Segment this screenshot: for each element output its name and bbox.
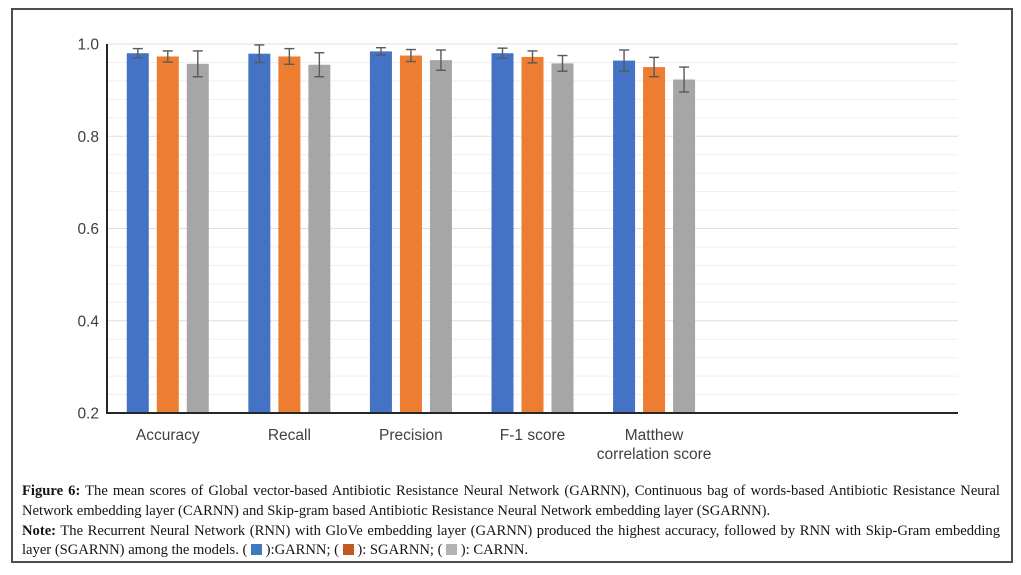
x-axis-category-label: Recall xyxy=(268,427,311,444)
bar-garnn-1 xyxy=(248,53,271,413)
caption-legend-item: ( ):GARNN; xyxy=(238,542,331,559)
bar-garnn-0 xyxy=(126,53,149,413)
figure-text: The mean scores of Global vector-based A… xyxy=(22,483,1000,519)
bar-carnn-4 xyxy=(673,79,696,414)
legend-swatch-icon xyxy=(446,544,458,556)
caption-legend-item: ( ): SGARNN; xyxy=(330,542,434,559)
bar-chart: 0.2 0.4 0.6 0.8 1.0 Accuracy Recall Precision F-… xyxy=(13,10,1011,482)
legend-swatch-icon xyxy=(251,544,263,556)
bar-carnn-2 xyxy=(429,60,452,414)
figure-label: Figure 6: xyxy=(22,483,81,499)
bar-carnn-3 xyxy=(551,63,574,414)
y-axis-tick-label: 0.8 xyxy=(77,129,99,146)
y-axis-tick-label: 1.0 xyxy=(77,37,99,54)
bar-garnn-2 xyxy=(369,51,392,413)
y-axis-tick-label: 0.2 xyxy=(77,406,99,423)
figure-caption: Figure 6: The mean scores of Global vect… xyxy=(22,482,1000,561)
bar-sgarnn-4 xyxy=(643,67,666,413)
bar-sgarnn-0 xyxy=(156,56,179,414)
x-axis-category-label: Matthew correlation score xyxy=(597,427,712,463)
figure-panel: 0.2 0.4 0.6 0.8 1.0 Accuracy Recall Precision F-… xyxy=(11,8,1013,563)
caption-legend: ( ):GARNN; ( ): SGARNN; ( ): CARNN. xyxy=(239,542,528,558)
bar-garnn-3 xyxy=(491,53,514,413)
caption-legend-item: ( ): CARNN. xyxy=(433,542,529,559)
bar-carnn-0 xyxy=(186,63,209,414)
bar-sgarnn-1 xyxy=(278,56,301,414)
caption-figure-paragraph: Figure 6: The mean scores of Global vect… xyxy=(22,482,1000,522)
x-axis-category-label: Precision xyxy=(379,427,443,444)
note-text: The Recurrent Neural Network (RNN) with … xyxy=(22,522,1000,559)
note-label: Note: xyxy=(22,522,57,539)
y-axis-tick-label: 0.6 xyxy=(77,221,99,238)
caption-note-paragraph: Note: The Recurrent Neural Network (RNN)… xyxy=(22,522,1000,562)
y-axis-tick-label: 0.4 xyxy=(77,313,99,330)
bar-carnn-1 xyxy=(308,64,331,413)
bar-chart-canvas: 0.2 0.4 0.6 0.8 1.0 Accuracy Recall Precision F-… xyxy=(77,37,958,463)
bar-garnn-4 xyxy=(613,60,636,413)
legend-swatch-icon xyxy=(342,544,354,556)
bar-sgarnn-3 xyxy=(521,56,544,413)
x-axis-category-label: Accuracy xyxy=(136,427,200,444)
x-axis-category-label: F-1 score xyxy=(500,427,565,444)
bar-sgarnn-2 xyxy=(399,55,422,413)
